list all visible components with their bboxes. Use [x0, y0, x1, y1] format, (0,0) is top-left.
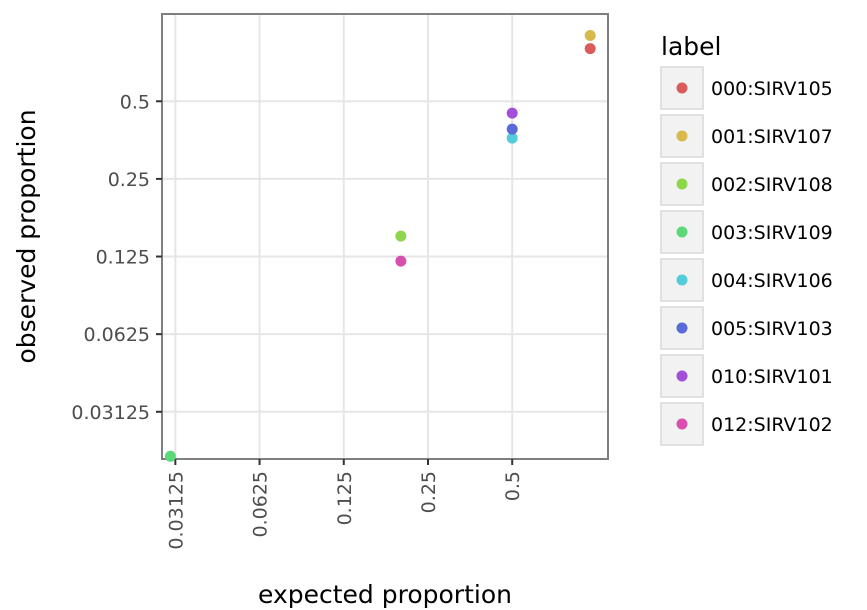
- y-axis-title: observed proportion: [12, 109, 41, 363]
- legend-label: 010:SIRV101: [711, 366, 833, 388]
- legend-marker: [676, 274, 688, 286]
- x-tick-label: 0.5: [502, 471, 524, 501]
- x-axis-title: expected proportion: [258, 580, 512, 609]
- legend-marker: [676, 418, 688, 430]
- legend-label: 002:SIRV108: [711, 174, 833, 196]
- legend-label: 005:SIRV103: [711, 318, 833, 340]
- y-tick-label: 0.5: [120, 91, 150, 113]
- y-tick-label: 0.125: [96, 247, 150, 269]
- legend-label: 004:SIRV106: [711, 270, 833, 292]
- legend-label: 003:SIRV109: [711, 222, 833, 244]
- legend-marker: [676, 322, 688, 334]
- data-point: [506, 123, 518, 135]
- data-point: [164, 450, 176, 462]
- plot-panel-border: [161, 13, 609, 460]
- x-tick-label: 0.03125: [165, 471, 187, 550]
- x-tick-label: 0.25: [418, 471, 440, 513]
- x-tick-label: 0.0625: [250, 471, 272, 537]
- y-tick-label: 0.03125: [71, 402, 150, 424]
- x-tick-label: 0.125: [334, 471, 356, 525]
- data-points: [164, 29, 596, 462]
- data-point: [506, 132, 518, 144]
- data-point: [584, 29, 596, 41]
- legend-marker: [676, 226, 688, 238]
- legend-label: 001:SIRV107: [711, 126, 833, 148]
- grid-lines: [162, 14, 608, 459]
- legend-label: 000:SIRV105: [711, 78, 833, 100]
- legend-label: 012:SIRV102: [711, 414, 833, 436]
- legend-marker: [676, 178, 688, 190]
- data-point: [506, 107, 518, 119]
- axis-ticks: 0.03125 0.0625 0.125 0.25 0.5 0.03125 0.0625 0.…: [71, 91, 524, 549]
- y-tick-label: 0.25: [108, 169, 150, 191]
- data-point: [395, 255, 407, 267]
- y-tick-label: 0.0625: [84, 324, 150, 346]
- legend-marker: [676, 130, 688, 142]
- legend: 000:SIRV105 001:SIRV107 002:SIRV108 003:SIR…: [660, 66, 833, 446]
- data-point: [584, 43, 596, 55]
- legend-marker: [676, 82, 688, 94]
- legend-marker: [676, 370, 688, 382]
- legend-title: label: [661, 32, 721, 61]
- data-point: [395, 230, 407, 242]
- legend-key: [660, 162, 704, 206]
